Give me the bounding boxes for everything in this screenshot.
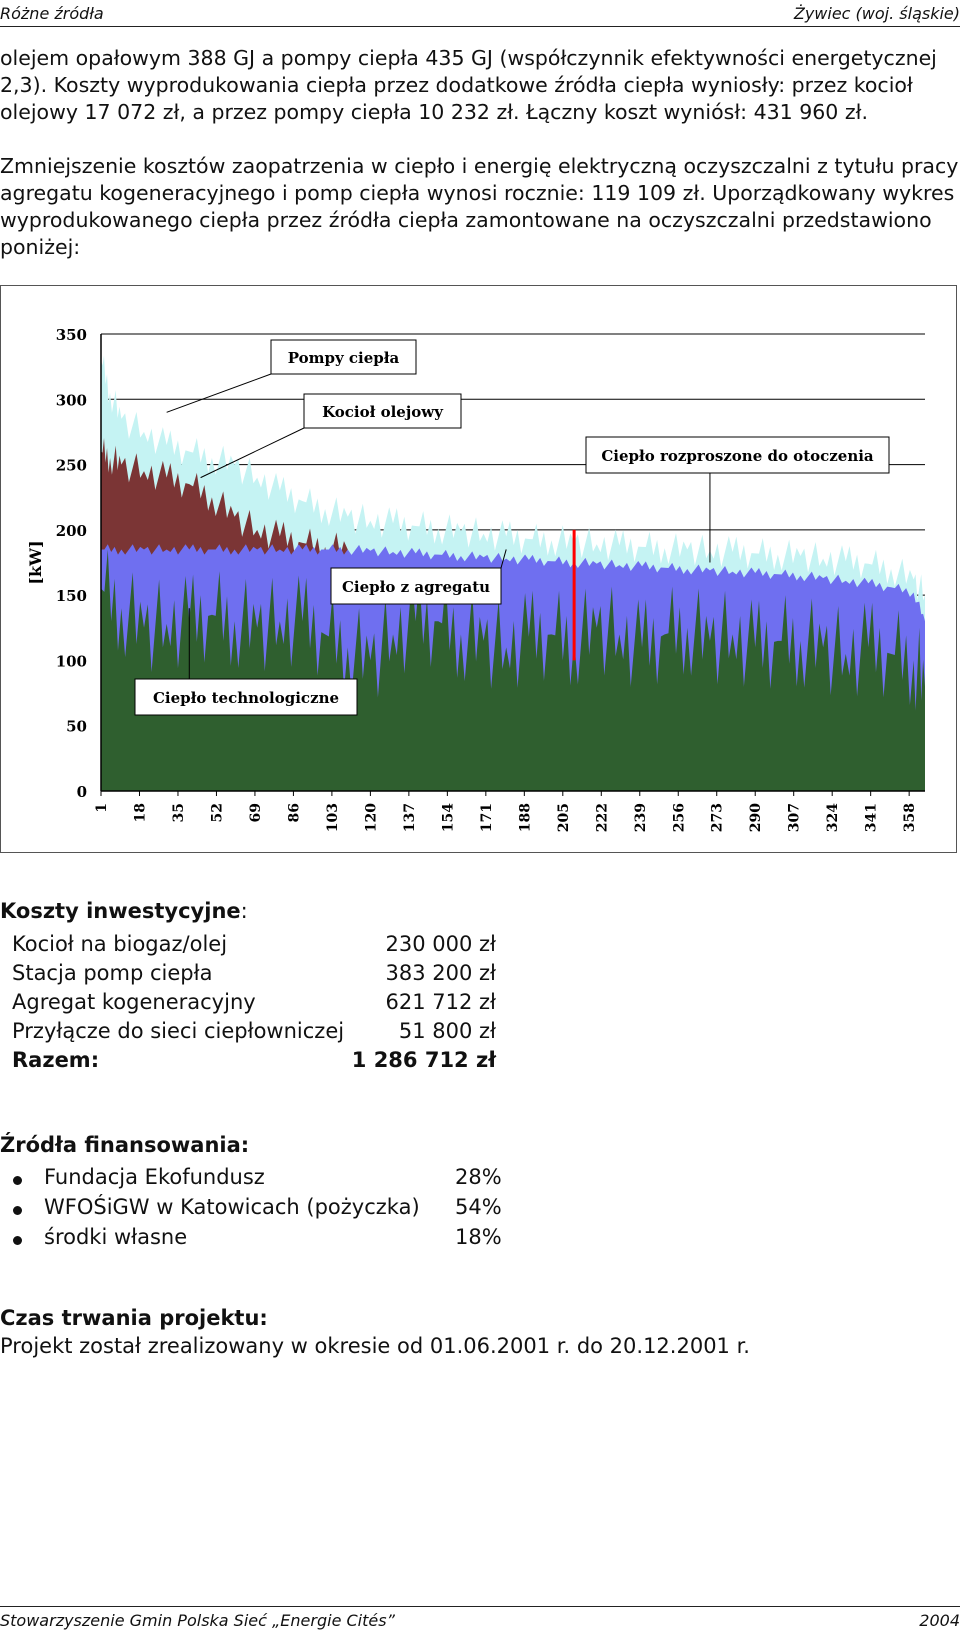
cost-total-row: Razem: 1 286 712 zł [12, 1048, 496, 1077]
cost-item-value: 621 712 zł [385, 990, 496, 1014]
y-tick-label: 200 [56, 522, 87, 540]
y-tick-label: 0 [77, 783, 87, 801]
y-tick-label: 300 [56, 391, 87, 409]
bullet-icon [13, 1206, 22, 1215]
x-tick-label: 239 [633, 803, 649, 832]
funding-list-item: WFOŚiGW w Katowicach (pożyczka) 54% [0, 1195, 520, 1225]
x-tick-label: 86 [286, 803, 302, 822]
annotation-box [134, 678, 358, 716]
heat-load-chart-figure: 0 50 100 150 200 250 300 350 1 18 35 52 69 86 103 120 13… [0, 285, 957, 853]
cost-row: Przyłącze do sieci ciepłowniczej 51 800 … [12, 1019, 496, 1048]
bullet-icon [13, 1176, 22, 1185]
costs-title-text: Koszty inwestycyjne [0, 899, 241, 923]
x-tick-label: 52 [209, 803, 225, 822]
cost-row: Agregat kogeneracyjny 621 712 zł [12, 990, 496, 1019]
running-footer: Stowarzyszenie Gmin Polska Sieć „Energie… [0, 1611, 960, 1633]
footer-rule [0, 1606, 960, 1607]
running-header: Różne źródła Żywiec (woj. śląskie) [0, 2, 960, 26]
funding-list-item: Fundacja Ekofundusz 28% [0, 1165, 520, 1195]
x-tick-label: 222 [594, 803, 610, 832]
x-tick-label: 205 [556, 803, 572, 832]
cost-item-name: Stacja pomp ciepła [12, 961, 213, 985]
y-tick-label: 100 [56, 652, 87, 670]
x-tick-label: 171 [479, 803, 495, 832]
costs-section-title: Koszty inwestycyjne: [0, 899, 248, 923]
x-tick-label: 290 [748, 803, 764, 832]
cost-item-name: Kocioł na biogaz/olej [12, 932, 228, 956]
funding-source-percent: 28% [455, 1165, 502, 1189]
annotation-box [585, 436, 890, 474]
x-tick-label: 1 [94, 803, 110, 813]
footer-left-text: Stowarzyszenie Gmin Polska Sieć „Energie… [0, 1611, 395, 1630]
bullet-icon [13, 1236, 22, 1245]
area-ciep-o-technologiczne [101, 549, 925, 791]
cost-item-value: 383 200 zł [385, 961, 496, 985]
x-tick-label: 103 [325, 803, 341, 832]
annotation-box [270, 339, 417, 375]
y-tick-label: 150 [56, 587, 87, 605]
annotation-label: Kocioł olejowy [322, 403, 444, 421]
x-tick-label: 256 [671, 803, 687, 832]
header-right-text: Żywiec (woj. śląskie) [793, 4, 960, 23]
x-tick-label: 35 [171, 803, 187, 822]
annotation-leader [200, 427, 305, 479]
x-tick-label: 307 [787, 803, 803, 832]
duration-section-title: Czas trwania projektu: [0, 1306, 268, 1330]
cost-item-value: 51 800 zł [398, 1019, 496, 1043]
x-tick-label: 69 [248, 803, 264, 822]
annotation-box [303, 393, 462, 429]
x-tick-label: 120 [363, 803, 379, 832]
y-axis-label: [kW] [26, 540, 45, 584]
funding-source-name: WFOŚiGW w Katowicach (pożyczka) [44, 1195, 420, 1219]
footer-right-text: 2004 [919, 1611, 960, 1630]
x-tick-label: 188 [517, 803, 533, 832]
funding-section-title: Źródła finansowania: [0, 1133, 250, 1157]
cost-item-value: 230 000 zł [385, 932, 496, 956]
cost-item-name: Przyłącze do sieci ciepłowniczej [12, 1019, 345, 1043]
x-tick-label: 273 [710, 803, 726, 832]
cost-row: Stacja pomp ciepła 383 200 zł [12, 961, 496, 990]
annotation-label: Pompy ciepła [288, 349, 400, 367]
cost-total-label: Razem: [12, 1048, 100, 1072]
x-tick-label: 358 [902, 803, 918, 832]
paragraph-savings: Zmniejszenie kosztów zaopatrzenia w ciep… [0, 154, 959, 259]
x-tick-label: 324 [825, 803, 841, 832]
paragraph-heat-costs: olejem opałowym 388 GJ a pompy ciepła 43… [0, 46, 937, 124]
funding-list-item: środki własne 18% [0, 1225, 520, 1255]
x-tick-label: 154 [440, 803, 456, 832]
funding-source-percent: 54% [455, 1195, 502, 1219]
x-tick-label: 18 [132, 803, 148, 822]
cost-row: Kocioł na biogaz/olej 230 000 zł [12, 932, 496, 961]
funding-source-name: Fundacja Ekofundusz [44, 1165, 265, 1189]
y-tick-label: 350 [56, 326, 87, 344]
x-tick-label: 341 [864, 803, 880, 832]
y-tick-label: 250 [56, 457, 87, 475]
annotation-box [330, 567, 502, 605]
funding-source-name: środki własne [44, 1225, 188, 1249]
annotation-label: Ciepło rozproszone do otoczenia [601, 447, 874, 465]
cost-total-value: 1 286 712 zł [351, 1048, 496, 1072]
heat-load-chart: 0 50 100 150 200 250 300 350 1 18 35 52 69 86 103 120 13… [26, 326, 925, 832]
annotation-leader [166, 373, 272, 413]
y-tick-label: 50 [66, 718, 87, 736]
annotation-label: Ciepło technologiczne [153, 689, 339, 707]
x-tick-label: 137 [402, 803, 418, 832]
costs-title-colon: : [240, 899, 248, 923]
annotation-label: Ciepło z agregatu [342, 578, 490, 596]
funding-source-percent: 18% [455, 1225, 502, 1249]
header-left-text: Różne źródła [0, 4, 104, 23]
annotation-leader [500, 549, 507, 569]
cost-item-name: Agregat kogeneracyjny [12, 990, 256, 1014]
header-rule [0, 26, 960, 27]
duration-text: Projekt został zrealizowany w okresie od… [0, 1334, 750, 1358]
